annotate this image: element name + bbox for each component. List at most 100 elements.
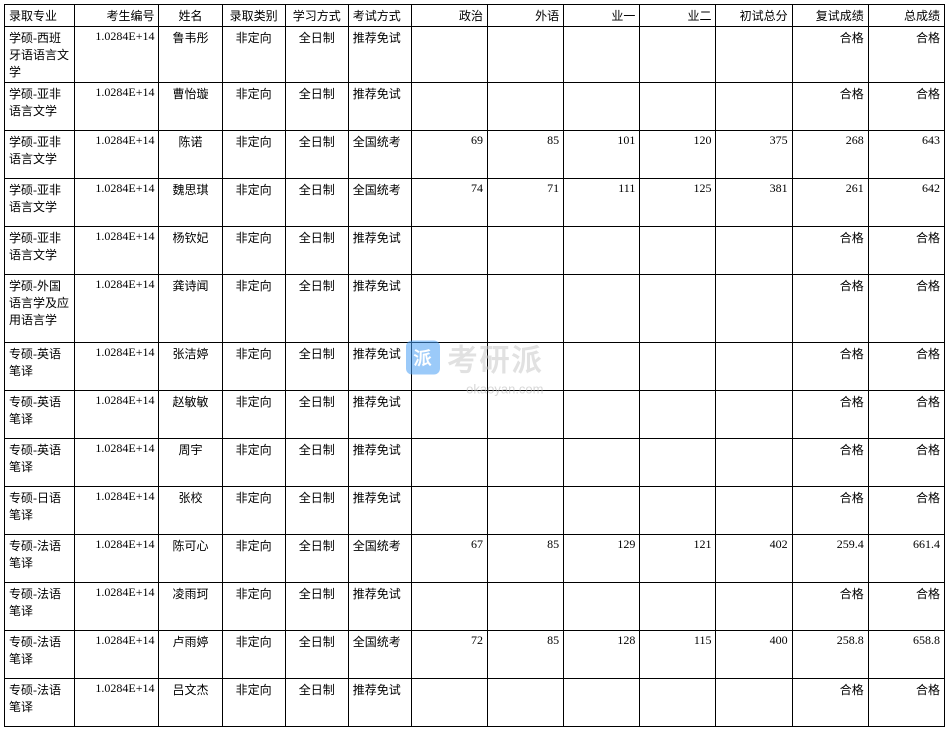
table-cell: 全日制	[285, 27, 348, 83]
table-cell: 85	[488, 131, 564, 179]
table-row: 专硕-英语笔译1.0284E+14张洁婷非定向全日制推荐免试合格合格	[5, 343, 945, 391]
table-cell: 推荐免试	[348, 83, 411, 131]
table-cell	[640, 391, 716, 439]
table-cell: 全日制	[285, 535, 348, 583]
table-cell: 402	[716, 535, 792, 583]
table-cell: 全国统考	[348, 179, 411, 227]
table-cell: 375	[716, 131, 792, 179]
table-cell: 合格	[868, 27, 944, 83]
table-row: 学硕-亚非语言文学1.0284E+14曹怡璇非定向全日制推荐免试合格合格	[5, 83, 945, 131]
table-cell: 合格	[868, 679, 944, 727]
table-cell: 专硕-法语笔译	[5, 631, 75, 679]
table-row: 专硕-英语笔译1.0284E+14赵敏敏非定向全日制推荐免试合格合格	[5, 391, 945, 439]
table-cell	[564, 487, 640, 535]
column-header: 初试总分	[716, 5, 792, 27]
table-cell: 学硕-西班牙语语言文学	[5, 27, 75, 83]
table-cell	[716, 227, 792, 275]
table-cell: 全日制	[285, 391, 348, 439]
table-cell: 合格	[792, 583, 868, 631]
column-header: 业二	[640, 5, 716, 27]
table-cell: 全日制	[285, 679, 348, 727]
column-header: 政治	[411, 5, 487, 27]
table-cell: 合格	[792, 83, 868, 131]
table-cell: 非定向	[222, 179, 285, 227]
table-cell: 128	[564, 631, 640, 679]
table-cell: 非定向	[222, 631, 285, 679]
table-cell: 推荐免试	[348, 27, 411, 83]
table-cell	[564, 227, 640, 275]
table-cell	[488, 275, 564, 343]
table-cell: 合格	[792, 439, 868, 487]
table-cell: 381	[716, 179, 792, 227]
table-cell: 专硕-日语笔译	[5, 487, 75, 535]
table-cell: 1.0284E+14	[74, 583, 159, 631]
table-cell: 张校	[159, 487, 222, 535]
table-cell: 67	[411, 535, 487, 583]
column-header: 外语	[488, 5, 564, 27]
table-cell: 陈诺	[159, 131, 222, 179]
table-cell	[411, 83, 487, 131]
table-cell: 凌雨珂	[159, 583, 222, 631]
table-cell: 非定向	[222, 679, 285, 727]
table-cell: 学硕-外国语言学及应用语言学	[5, 275, 75, 343]
table-row: 学硕-西班牙语语言文学1.0284E+14鲁韦彤非定向全日制推荐免试合格合格	[5, 27, 945, 83]
table-cell	[564, 391, 640, 439]
table-cell	[640, 27, 716, 83]
table-cell: 1.0284E+14	[74, 131, 159, 179]
table-cell: 合格	[792, 343, 868, 391]
column-header: 姓名	[159, 5, 222, 27]
table-cell: 合格	[868, 227, 944, 275]
table-cell: 642	[868, 179, 944, 227]
table-cell	[488, 391, 564, 439]
table-cell	[488, 679, 564, 727]
table-cell: 258.8	[792, 631, 868, 679]
table-cell: 85	[488, 631, 564, 679]
table-cell: 推荐免试	[348, 439, 411, 487]
table-cell: 1.0284E+14	[74, 391, 159, 439]
header-row: 录取专业考生编号姓名录取类别学习方式考试方式政治外语业一业二初试总分复试成绩总成…	[5, 5, 945, 27]
table-cell: 专硕-法语笔译	[5, 535, 75, 583]
table-cell	[564, 83, 640, 131]
table-cell: 专硕-英语笔译	[5, 391, 75, 439]
table-cell: 合格	[792, 275, 868, 343]
table-cell: 非定向	[222, 535, 285, 583]
table-cell: 全日制	[285, 227, 348, 275]
table-cell: 全日制	[285, 439, 348, 487]
table-cell: 121	[640, 535, 716, 583]
table-cell: 全日制	[285, 631, 348, 679]
table-cell: 1.0284E+14	[74, 179, 159, 227]
table-cell: 非定向	[222, 439, 285, 487]
table-cell: 卢雨婷	[159, 631, 222, 679]
table-cell: 推荐免试	[348, 679, 411, 727]
table-cell: 合格	[868, 583, 944, 631]
table-cell: 合格	[868, 343, 944, 391]
table-cell: 111	[564, 179, 640, 227]
table-cell	[564, 343, 640, 391]
table-cell: 杨钦妃	[159, 227, 222, 275]
table-row: 学硕-亚非语言文学1.0284E+14陈诺非定向全日制全国统考698510112…	[5, 131, 945, 179]
table-cell: 合格	[868, 439, 944, 487]
table-cell: 261	[792, 179, 868, 227]
table-cell: 120	[640, 131, 716, 179]
admissions-table: 录取专业考生编号姓名录取类别学习方式考试方式政治外语业一业二初试总分复试成绩总成…	[4, 4, 945, 727]
table-cell: 1.0284E+14	[74, 83, 159, 131]
table-cell	[411, 679, 487, 727]
table-cell	[640, 583, 716, 631]
table-cell: 非定向	[222, 131, 285, 179]
table-cell: 全日制	[285, 275, 348, 343]
table-cell: 全日制	[285, 179, 348, 227]
table-cell	[716, 27, 792, 83]
table-cell: 69	[411, 131, 487, 179]
table-cell: 658.8	[868, 631, 944, 679]
table-cell: 1.0284E+14	[74, 343, 159, 391]
table-cell: 全国统考	[348, 535, 411, 583]
table-row: 专硕-法语笔译1.0284E+14吕文杰非定向全日制推荐免试合格合格	[5, 679, 945, 727]
table-row: 专硕-法语笔译1.0284E+14卢雨婷非定向全日制全国统考7285128115…	[5, 631, 945, 679]
column-header: 考试方式	[348, 5, 411, 27]
column-header: 考生编号	[74, 5, 159, 27]
table-cell: 专硕-英语笔译	[5, 439, 75, 487]
table-cell	[564, 27, 640, 83]
table-cell: 合格	[868, 391, 944, 439]
table-cell	[411, 343, 487, 391]
table-cell: 张洁婷	[159, 343, 222, 391]
